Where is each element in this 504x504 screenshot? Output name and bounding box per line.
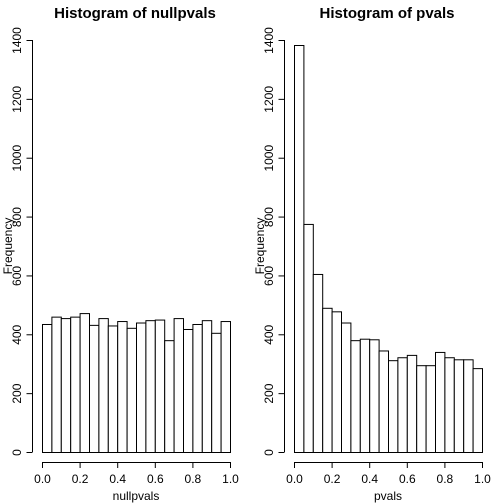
bar-pvals-15 [435, 351, 446, 453]
y-tick-label: 400 [262, 324, 276, 344]
bar-nullpvals-13 [164, 340, 175, 454]
histogram-pvals: Histogram of pvals pvals Frequency 0.0 0.… [253, 5, 491, 503]
x-tick-label: 0.0 [34, 472, 51, 486]
bar-nullpvals-1 [51, 316, 62, 453]
x-tick-label: 0.6 [399, 472, 416, 486]
bar-nullpvals-12 [154, 319, 166, 453]
bar-pvals-2 [312, 273, 324, 453]
bar-pvals-18 [463, 359, 474, 453]
bar-nullpvals-6 [98, 318, 109, 453]
y-axis-label-nullpvals: Frequency [1, 218, 15, 275]
y-tick-label: 200 [262, 383, 276, 403]
y-tick-label: 1400 [262, 27, 276, 54]
y-axis-label-pvals: Frequency [253, 218, 267, 275]
bar-pvals-3 [322, 307, 333, 453]
bar-pvals-13 [416, 365, 427, 453]
y-tick-label: 1200 [262, 86, 276, 113]
bar-pvals-8 [369, 339, 380, 454]
y-tick-label: 0 [10, 449, 24, 456]
x-tick-label: 0.4 [361, 472, 378, 486]
y-tick-label: 1000 [262, 145, 276, 172]
chart-title-nullpvals: Histogram of nullpvals [54, 5, 216, 22]
bar-nullpvals-0 [42, 323, 53, 453]
x-axis-label-nullpvals: nullpvals [113, 489, 160, 503]
bar-nullpvals-15 [183, 328, 194, 453]
bar-nullpvals-2 [60, 318, 72, 453]
x-axis-label-pvals: pvals [374, 489, 402, 503]
bars-nullpvals [42, 313, 232, 454]
bar-pvals-1 [303, 223, 314, 453]
x-axis-nullpvals: 0.0 0.2 0.4 0.6 0.8 1.0 [34, 462, 239, 486]
y-tick-label: 1000 [10, 145, 24, 172]
y-tick-label: 800 [10, 207, 24, 227]
bar-nullpvals-7 [107, 325, 119, 453]
bar-pvals-17 [453, 359, 465, 453]
bar-nullpvals-19 [220, 321, 232, 454]
bar-nullpvals-16 [192, 323, 203, 453]
y-axis-pvals: 0 200 400 600 800 1000 1200 1400 [262, 27, 285, 456]
x-tick-label: 0.8 [185, 472, 202, 486]
y-tick-label: 400 [10, 324, 24, 344]
x-tick-label: 0.8 [437, 472, 454, 486]
y-tick-label: 600 [10, 266, 24, 286]
bar-pvals-10 [388, 360, 399, 453]
bar-nullpvals-11 [145, 320, 156, 453]
bar-nullpvals-17 [201, 320, 213, 453]
y-tick-label: 0 [262, 449, 276, 456]
bar-pvals-6 [350, 340, 361, 454]
histogram-nullpvals: Histogram of nullpvals nullpvals Frequen… [1, 5, 239, 503]
bar-pvals-12 [406, 354, 418, 454]
bar-nullpvals-5 [89, 324, 100, 453]
bar-pvals-16 [444, 357, 455, 453]
x-tick-label: 1.0 [474, 472, 491, 486]
bar-nullpvals-8 [117, 321, 128, 454]
x-tick-label: 0.2 [324, 472, 341, 486]
bar-nullpvals-14 [173, 318, 185, 453]
x-tick-label: 0.2 [72, 472, 89, 486]
bar-pvals-9 [378, 350, 390, 453]
bar-nullpvals-4 [79, 313, 90, 453]
bar-pvals-5 [341, 322, 352, 454]
x-tick-label: 0.6 [147, 472, 164, 486]
chart-title-pvals: Histogram of pvals [319, 5, 454, 22]
bar-nullpvals-9 [126, 327, 137, 453]
bar-pvals-7 [359, 338, 371, 454]
bars-pvals [294, 45, 484, 454]
bar-nullpvals-18 [211, 332, 222, 453]
bar-nullpvals-10 [136, 322, 147, 454]
bar-pvals-4 [331, 311, 343, 453]
y-tick-label: 800 [262, 207, 276, 227]
x-tick-label: 0.4 [109, 472, 126, 486]
y-tick-label: 1200 [10, 86, 24, 113]
x-tick-label: 0.0 [286, 472, 303, 486]
bar-nullpvals-3 [70, 316, 81, 453]
y-axis-nullpvals: 0 200 400 600 800 1000 1200 1400 [10, 27, 33, 456]
x-axis-pvals: 0.0 0.2 0.4 0.6 0.8 1.0 [286, 462, 491, 486]
bar-pvals-11 [397, 357, 408, 453]
y-tick-label: 200 [10, 383, 24, 403]
bar-pvals-0 [294, 45, 305, 453]
x-tick-label: 1.0 [222, 472, 239, 486]
y-tick-label: 600 [262, 266, 276, 286]
bar-pvals-19 [472, 368, 484, 454]
y-tick-label: 1400 [10, 27, 24, 54]
bar-pvals-14 [425, 365, 437, 453]
